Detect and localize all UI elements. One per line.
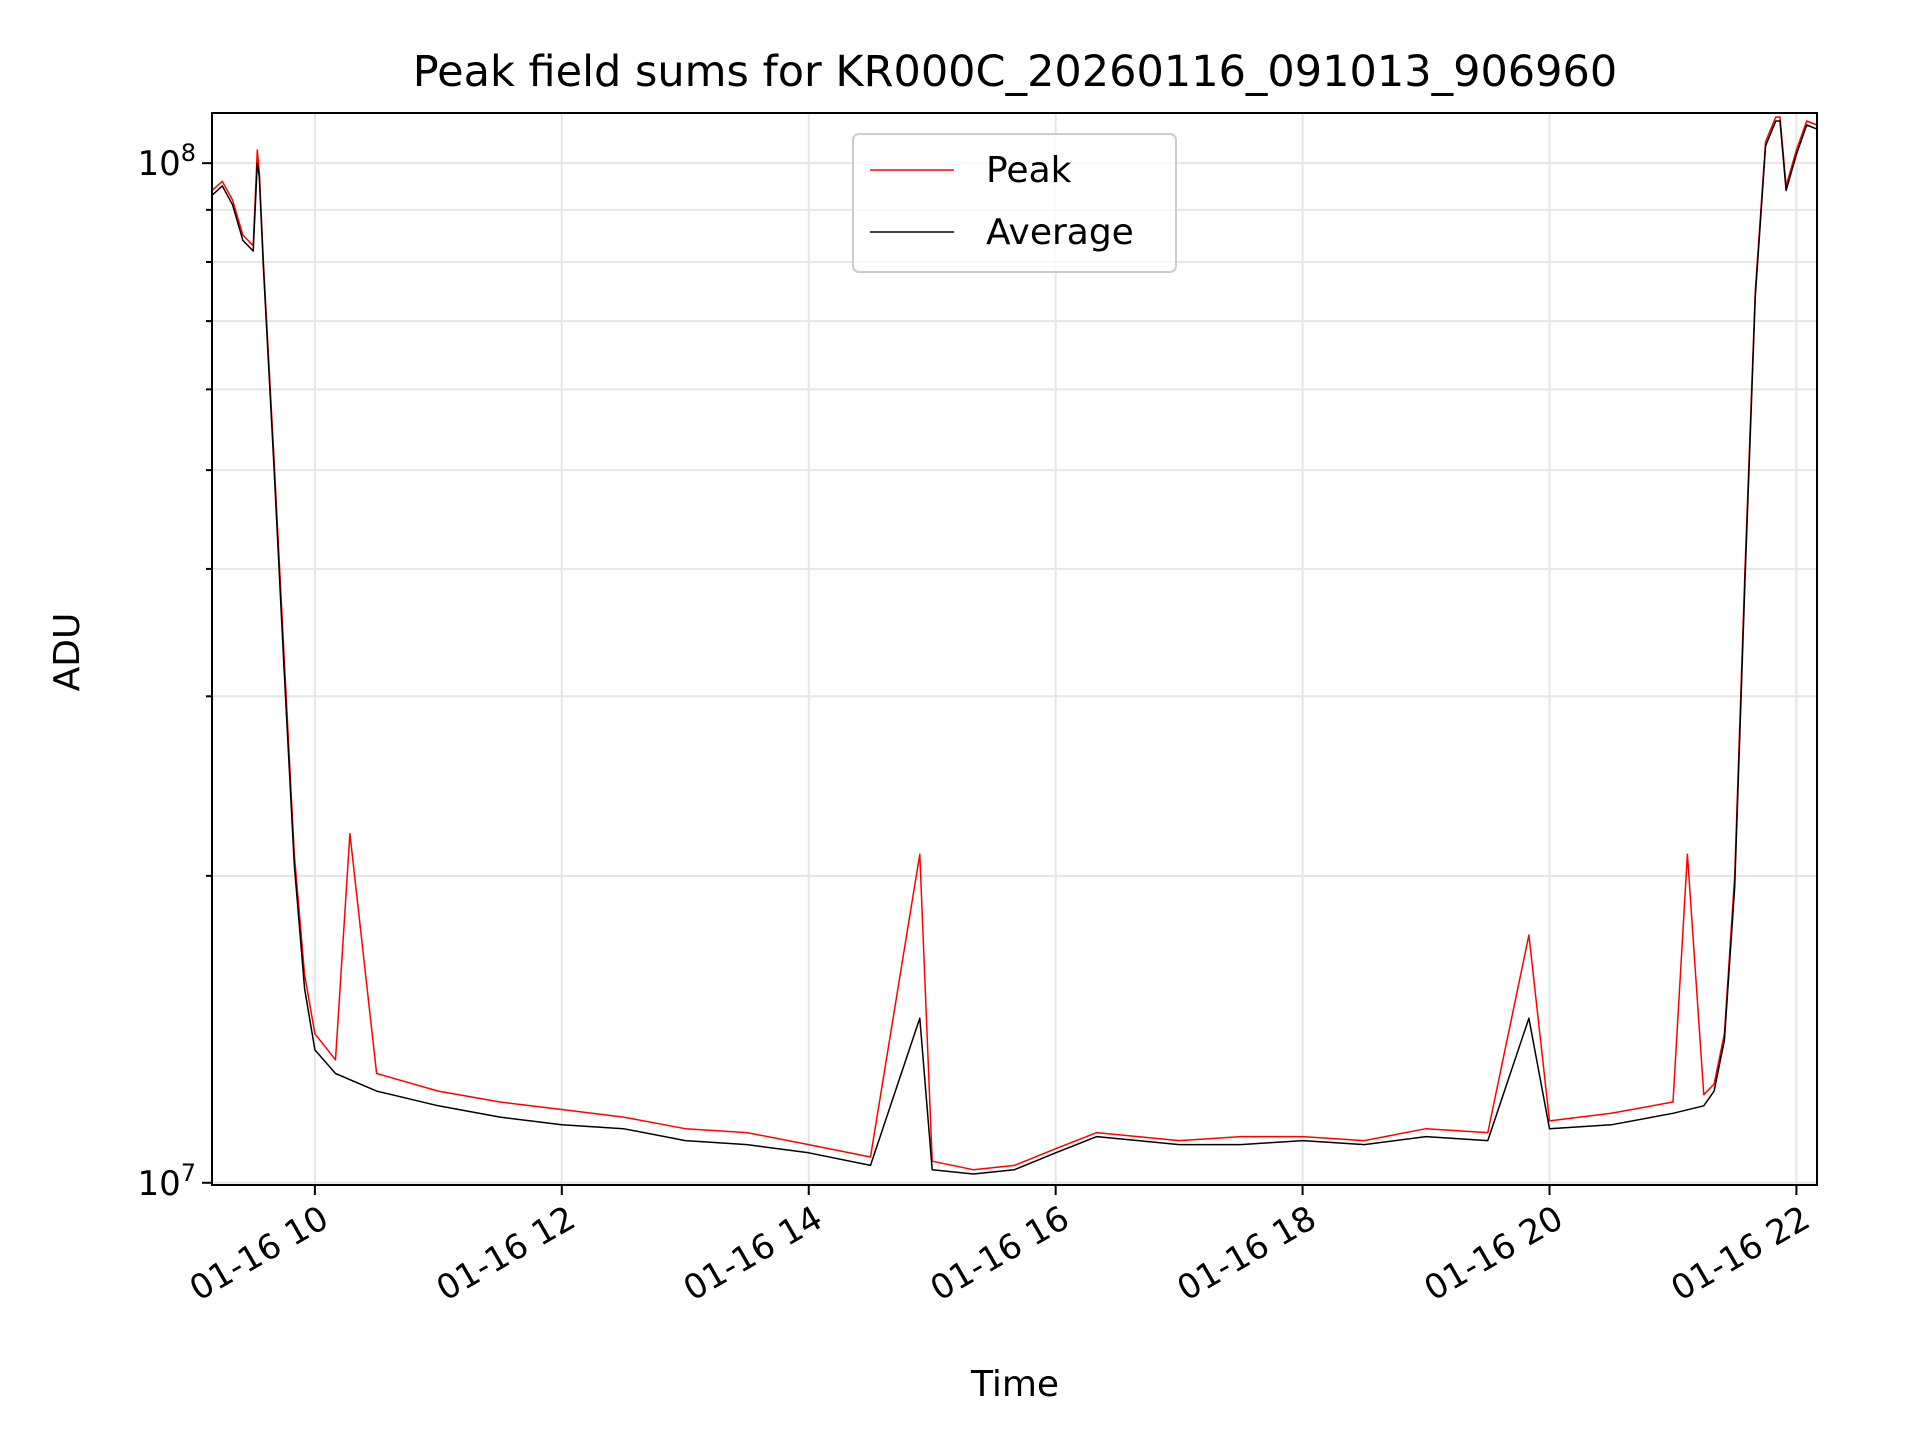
- chart-title: Peak field sums for KR000C_20260116_0910…: [413, 47, 1617, 97]
- series-line-average: [211, 120, 1818, 1175]
- legend: Peak Average: [852, 133, 1177, 273]
- x-axis-label: Time: [970, 1364, 1059, 1405]
- y-tick-label: 108: [137, 139, 196, 184]
- plot-frame: [211, 112, 1818, 1186]
- legend-box: [852, 133, 1177, 273]
- legend-label-average: Average: [986, 212, 1134, 253]
- y-axis-label: ADU: [47, 613, 88, 692]
- series-layer: [211, 116, 1818, 1175]
- legend-label-peak: Peak: [986, 150, 1072, 191]
- y-tick-label: 107: [137, 1159, 196, 1204]
